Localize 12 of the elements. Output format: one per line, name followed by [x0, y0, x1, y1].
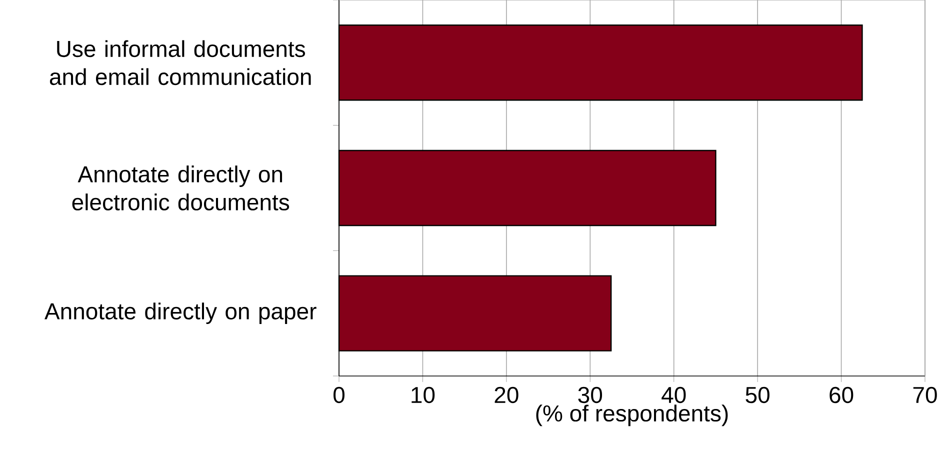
x-tick-label: 50	[746, 386, 770, 404]
x-tick-label: 60	[830, 386, 854, 404]
y-tick-label: Annotate directly on electronic documents	[72, 166, 290, 210]
x-tick-label: 40	[662, 386, 686, 404]
y-tick-label: Annotate directly on paper	[44, 302, 316, 324]
x-tick-label: 0	[334, 386, 344, 404]
x-tick-label: 70	[913, 386, 937, 404]
x-tick-label: 10	[412, 386, 435, 404]
x-axis-title: (% of respondents)	[536, 404, 728, 426]
x-tick-label: 20	[494, 386, 518, 404]
y-tick-label: Use informal documents and email communication	[50, 40, 311, 86]
x-tick-label: 30	[578, 386, 602, 404]
